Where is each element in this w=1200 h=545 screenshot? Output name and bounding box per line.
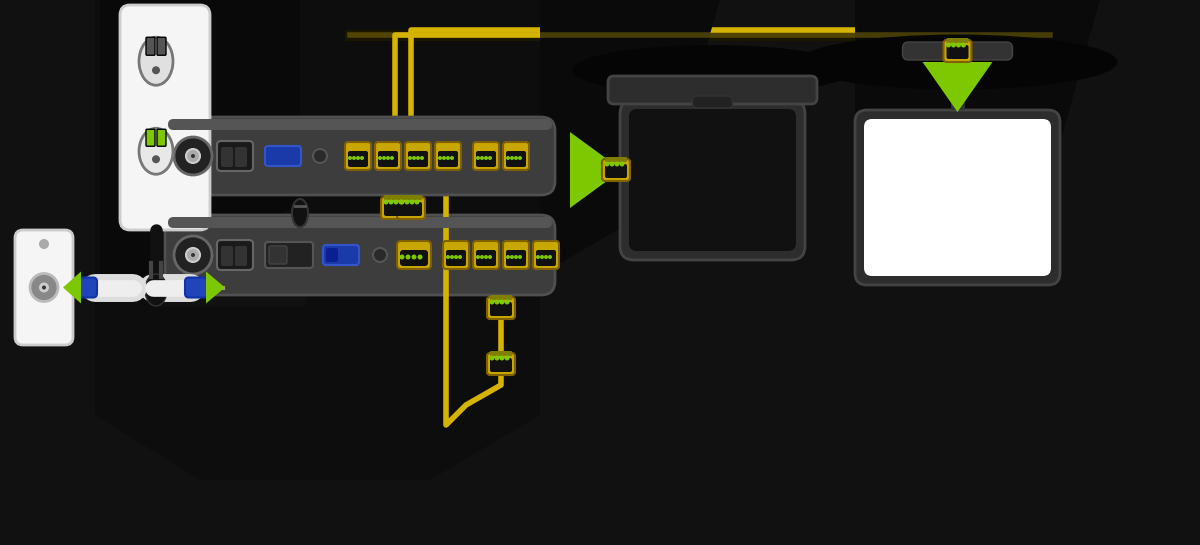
FancyBboxPatch shape xyxy=(378,151,398,167)
Circle shape xyxy=(488,255,492,259)
Circle shape xyxy=(946,43,952,47)
Circle shape xyxy=(360,156,364,160)
Circle shape xyxy=(406,255,410,259)
Circle shape xyxy=(416,156,420,160)
FancyBboxPatch shape xyxy=(490,351,512,356)
Circle shape xyxy=(510,156,514,160)
FancyBboxPatch shape xyxy=(382,197,409,219)
Circle shape xyxy=(382,156,386,160)
FancyBboxPatch shape xyxy=(608,76,817,104)
FancyBboxPatch shape xyxy=(74,277,97,298)
FancyBboxPatch shape xyxy=(400,250,428,266)
Circle shape xyxy=(514,156,518,160)
Circle shape xyxy=(378,156,382,160)
FancyBboxPatch shape xyxy=(473,142,499,170)
Circle shape xyxy=(458,255,462,259)
Circle shape xyxy=(614,161,619,167)
Circle shape xyxy=(518,156,522,160)
FancyBboxPatch shape xyxy=(326,248,338,262)
FancyBboxPatch shape xyxy=(446,250,466,266)
Circle shape xyxy=(518,255,522,259)
FancyBboxPatch shape xyxy=(473,241,499,269)
Circle shape xyxy=(373,248,386,262)
Circle shape xyxy=(450,255,454,259)
FancyBboxPatch shape xyxy=(168,119,552,130)
FancyBboxPatch shape xyxy=(490,295,512,300)
Circle shape xyxy=(384,199,389,204)
FancyBboxPatch shape xyxy=(384,195,406,200)
FancyBboxPatch shape xyxy=(490,302,512,316)
Circle shape xyxy=(480,156,484,160)
Ellipse shape xyxy=(798,34,1117,89)
Circle shape xyxy=(38,239,49,249)
Circle shape xyxy=(442,156,446,160)
FancyBboxPatch shape xyxy=(384,202,406,216)
FancyBboxPatch shape xyxy=(692,96,732,108)
FancyBboxPatch shape xyxy=(269,246,287,264)
Circle shape xyxy=(390,156,394,160)
Polygon shape xyxy=(854,0,1100,275)
FancyBboxPatch shape xyxy=(506,250,526,266)
Circle shape xyxy=(400,199,404,204)
Polygon shape xyxy=(923,62,992,112)
FancyBboxPatch shape xyxy=(503,142,529,170)
FancyBboxPatch shape xyxy=(221,246,233,266)
Polygon shape xyxy=(64,271,82,304)
Circle shape xyxy=(174,137,212,175)
Ellipse shape xyxy=(139,37,173,85)
Circle shape xyxy=(480,255,484,259)
Circle shape xyxy=(494,355,499,360)
Circle shape xyxy=(514,255,518,259)
Ellipse shape xyxy=(572,45,852,95)
Ellipse shape xyxy=(139,128,173,174)
FancyBboxPatch shape xyxy=(397,241,431,269)
Ellipse shape xyxy=(145,274,167,306)
Circle shape xyxy=(356,156,360,160)
Circle shape xyxy=(504,300,510,305)
FancyBboxPatch shape xyxy=(397,197,425,219)
Circle shape xyxy=(394,199,398,204)
Circle shape xyxy=(488,156,492,160)
Circle shape xyxy=(438,156,442,160)
FancyBboxPatch shape xyxy=(348,151,368,167)
Circle shape xyxy=(490,300,494,305)
FancyBboxPatch shape xyxy=(605,164,628,178)
Circle shape xyxy=(420,156,424,160)
Polygon shape xyxy=(95,0,540,480)
FancyBboxPatch shape xyxy=(438,151,458,167)
FancyBboxPatch shape xyxy=(185,277,208,298)
FancyBboxPatch shape xyxy=(235,147,247,167)
FancyBboxPatch shape xyxy=(406,142,431,170)
Circle shape xyxy=(186,248,200,262)
FancyBboxPatch shape xyxy=(902,42,1013,60)
Circle shape xyxy=(404,199,409,204)
FancyBboxPatch shape xyxy=(157,129,166,146)
FancyBboxPatch shape xyxy=(436,142,461,170)
Circle shape xyxy=(605,161,610,167)
FancyBboxPatch shape xyxy=(629,109,796,251)
Circle shape xyxy=(446,156,450,160)
Circle shape xyxy=(398,199,403,204)
Circle shape xyxy=(499,355,504,360)
FancyBboxPatch shape xyxy=(217,240,253,270)
FancyBboxPatch shape xyxy=(120,5,210,230)
Circle shape xyxy=(506,156,510,160)
Circle shape xyxy=(352,156,356,160)
FancyBboxPatch shape xyxy=(265,242,313,268)
Circle shape xyxy=(476,255,480,259)
Circle shape xyxy=(30,274,58,301)
FancyBboxPatch shape xyxy=(400,202,422,216)
Circle shape xyxy=(454,255,458,259)
Polygon shape xyxy=(540,0,720,275)
Circle shape xyxy=(540,255,544,259)
FancyBboxPatch shape xyxy=(235,246,247,266)
FancyBboxPatch shape xyxy=(490,358,512,372)
Circle shape xyxy=(548,255,552,259)
Circle shape xyxy=(961,43,966,47)
Circle shape xyxy=(450,156,454,160)
FancyBboxPatch shape xyxy=(408,151,428,167)
Circle shape xyxy=(504,355,510,360)
Circle shape xyxy=(389,199,394,204)
FancyBboxPatch shape xyxy=(476,250,496,266)
